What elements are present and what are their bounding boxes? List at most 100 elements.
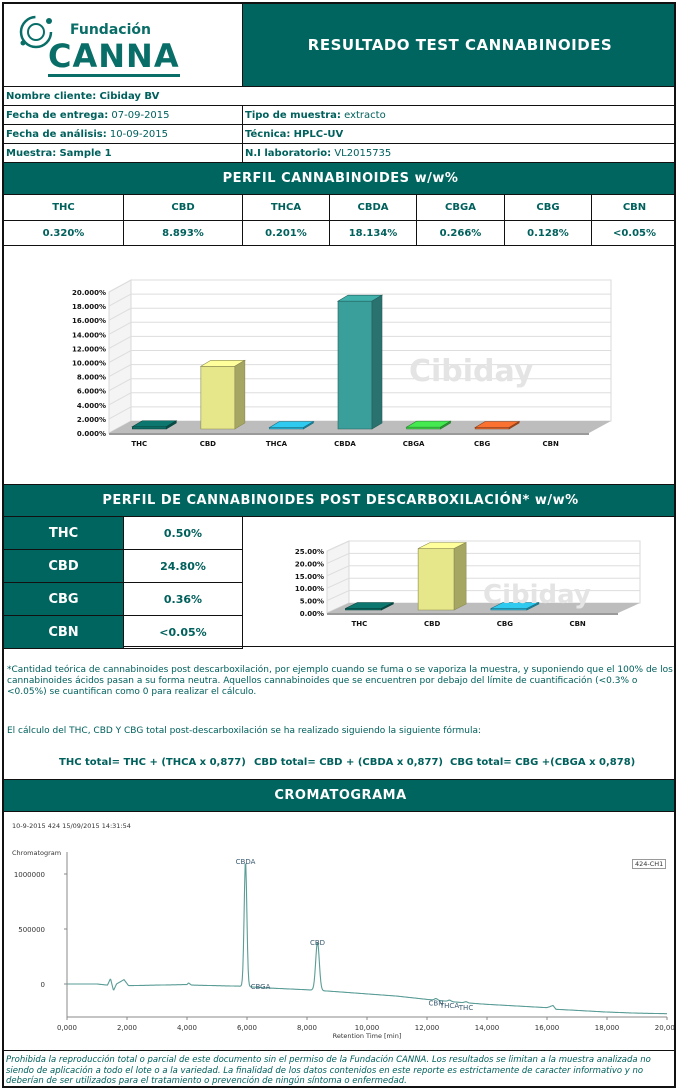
x-axis-label: Retention Time [min] — [333, 1032, 402, 1040]
post-value-thc: 0.50% — [123, 516, 243, 550]
bar-thc — [131, 426, 167, 430]
x-tick-label: 4,000 — [177, 1024, 197, 1032]
formula-cbd: CBD total= CBD + (CBDA x 0,877) — [254, 757, 443, 768]
peak-label-cbga: CBGA — [251, 983, 271, 991]
profile-bar-chart: 0.000% 2.000% 4.000% 6.000% 8.000% 10.000% 12.… — [72, 279, 612, 448]
run-info: 10-9-2015 424 15/09/2015 14:31:54 — [12, 822, 131, 830]
x-tick-label: 2,000 — [117, 1024, 137, 1032]
sample-type-row: Tipo de muestra: extracto — [242, 105, 674, 125]
bar-side-cbda — [371, 294, 383, 430]
profile-value-cbda: 18.134% — [329, 220, 417, 246]
notes-box: *Cantidad teórica de cannabinoides post … — [4, 646, 674, 780]
bar-side-cbga — [440, 420, 451, 430]
post-label-cbd: CBD — [4, 549, 124, 583]
chromatogram-title: CROMATOGRAMA — [4, 779, 674, 812]
x-tick-label: CBN — [543, 440, 559, 448]
y-tick-label: 0 — [41, 981, 45, 989]
x-tick-label: CBN — [569, 620, 585, 628]
chromatogram-plot: 0,000 2,000 4,000 6,000 8,000 10,000 12,000 14,… — [14, 852, 676, 1040]
client-row: Nombre cliente: Cibiday BV — [4, 86, 674, 106]
x-tick-label: CBGA — [403, 440, 425, 448]
profile-header-thc: THC — [4, 194, 124, 221]
x-tick-label: 14,000 — [475, 1024, 500, 1032]
y-tick-label: 20.00% — [295, 560, 324, 568]
chart-side-wall — [326, 540, 350, 614]
gridline-diag — [108, 335, 132, 349]
lab-number-value: VL2015735 — [334, 147, 392, 159]
x-tick-label: 20,000 — [655, 1024, 676, 1032]
analysis-date-row: Fecha de análisis: 10-09-2015 — [4, 124, 243, 144]
post-label-cbn: CBN — [4, 615, 124, 649]
y-tick-label: 500000 — [18, 926, 45, 934]
x-tick-label: 0,000 — [57, 1024, 77, 1032]
gridline-diag — [326, 590, 350, 602]
post-value-cbd: 24.80% — [123, 549, 243, 583]
formula-thc: THC total= THC + (THCA x 0,877) — [59, 757, 246, 768]
lab-number-row: N.I laboratorio: VL2015735 — [242, 143, 674, 163]
profile-value-thca: 0.201% — [242, 220, 330, 246]
chart-floor-edge — [109, 433, 589, 435]
y-tick-label: 18.000% — [72, 303, 106, 311]
y-tick-label: 20.000% — [72, 289, 106, 297]
y-tick-label: 16.000% — [72, 317, 106, 325]
peak-label-thca: THCA — [439, 1002, 459, 1010]
post-label-thc: THC — [4, 516, 124, 550]
gridline-diag — [326, 565, 350, 577]
gridline-diag — [108, 293, 132, 307]
peak-label-cbda: CBDA — [236, 858, 256, 866]
x-tick-label: THC — [351, 620, 367, 628]
bar-side-thc — [165, 420, 177, 430]
disclaimer: Prohibida la reproducción total o parcia… — [6, 1055, 651, 1086]
brand-big: CANNA — [48, 37, 180, 75]
profile-value-cbd: 8.893% — [123, 220, 243, 246]
brand-underline — [48, 74, 180, 77]
gridline-diag — [326, 552, 350, 564]
y-tick-label: 1000000 — [14, 871, 45, 879]
y-tick-label: 12.000% — [72, 345, 106, 353]
technique-value: HPLC-UV — [293, 128, 344, 140]
profile-header-cbda: CBDA — [329, 194, 417, 221]
chart-floor — [327, 603, 640, 613]
logo-box: Fundación CANNA — [4, 4, 243, 87]
profile-value-cbn: <0.05% — [591, 220, 674, 246]
technique-row: Técnica: HPLC-UV — [242, 124, 674, 144]
y-tick-label: 14.000% — [72, 331, 106, 339]
x-tick-label: 16,000 — [535, 1024, 560, 1032]
profile-header-cbn: CBN — [591, 194, 674, 221]
sample-row: Muestra: Sample 1 — [4, 143, 243, 163]
note-paragraph: *Cantidad teórica de cannabinoides post … — [7, 665, 673, 697]
post-label-cbg: CBG — [4, 582, 124, 616]
bar-cbd — [417, 548, 455, 611]
gridline-diag — [108, 406, 132, 420]
y-tick-label: 15.00% — [295, 573, 324, 581]
profile-header-cbga: CBGA — [416, 194, 505, 221]
report-title: RESULTADO TEST CANNABINOIDES — [242, 4, 674, 87]
profile-header-cbg: CBG — [504, 194, 592, 221]
x-tick-label: 10,000 — [355, 1024, 380, 1032]
peak-label-cbd: CBD — [310, 939, 325, 947]
post-title: PERFIL DE CANNABINOIDES POST DESCARBOXIL… — [4, 484, 674, 517]
post-chart-box: 0.00% 5.00% 10.00% 15.00% 20.00% 25.00% THC CBD… — [242, 516, 674, 647]
gridline-diag — [108, 364, 132, 378]
x-tick-label: 18,000 — [595, 1024, 620, 1032]
bar-side-cbg — [508, 420, 520, 430]
bar-side-cbd — [234, 359, 246, 430]
gridline-diag — [108, 350, 132, 363]
x-tick-label: CBD — [424, 620, 440, 628]
lab-number-label: N.I laboratorio: — [245, 147, 332, 159]
sample-type-label: Tipo de muestra: — [245, 109, 341, 121]
y-tick-label: 10.000% — [72, 360, 106, 368]
gridline-diag — [108, 378, 132, 392]
y-tick-label: 5.00% — [300, 598, 324, 606]
gridline-diag — [108, 392, 132, 406]
gridline-diag — [326, 577, 350, 589]
x-tick-label: CBDA — [334, 440, 356, 448]
formula-cbg: CBG total= CBG +(CBGA x 0,878) — [450, 757, 636, 768]
chromatogram-panel-label: Chromatogram — [12, 849, 62, 857]
x-tick-label: CBG — [497, 620, 513, 628]
chromatogram-box: 10-9-2015 424 15/09/2015 14:31:54 Chroma… — [4, 811, 676, 1051]
chromatogram-trace — [67, 863, 667, 1015]
y-tick-label: 8.000% — [77, 374, 106, 382]
post-bar-chart: 0.00% 5.00% 10.00% 15.00% 20.00% 25.00% THC CBD… — [295, 540, 641, 628]
